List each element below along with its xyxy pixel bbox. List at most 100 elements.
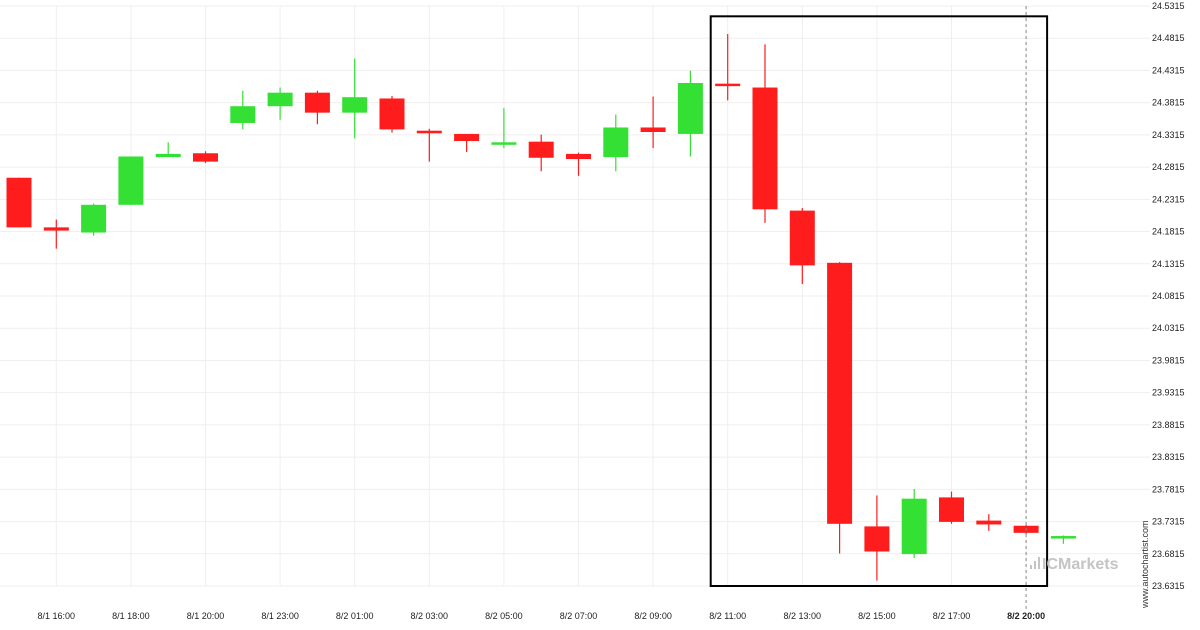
y-tick-label: 24.1315 [1152,259,1185,269]
y-tick-label: 24.3815 [1152,98,1185,108]
grid-lines [0,5,1150,587]
candle [81,203,107,236]
candle-body [118,156,144,205]
x-tick-label: 8/2 01:00 [336,611,374,621]
x-tick-label: 8/2 07:00 [560,611,598,621]
candle [230,90,256,130]
x-tick-label: 8/1 18:00 [112,611,150,621]
candle-body [566,153,591,160]
y-tick-label: 23.9815 [1152,355,1185,365]
candle-body [677,83,703,134]
x-tick-label: 8/2 17:00 [933,611,971,621]
y-tick-label: 24.4815 [1152,33,1185,43]
candle-body [901,498,927,555]
candle [1050,535,1076,544]
candle-body [304,92,330,113]
pattern-highlight-box [709,15,1049,588]
candles [6,34,1076,581]
candle [789,208,815,285]
candle [342,58,368,139]
x-axis-labels: 8/1 16:00 8/1 18:00 8/1 20:00 8/1 23:00 8/2 … [38,611,1046,621]
candle-body [416,130,442,134]
candle-body [789,210,815,266]
y-tick-label: 24.2815 [1152,162,1185,172]
y-tick-label: 23.7315 [1152,517,1185,527]
candle [304,90,330,125]
candle [43,219,69,249]
candle [566,152,591,176]
candle-body [528,141,554,158]
candle-body [379,98,405,130]
x-tick-label: 8/2 15:00 [858,611,896,621]
candle [267,87,293,120]
candle [454,133,480,152]
y-tick-label: 23.6815 [1152,549,1185,559]
candle [491,108,517,149]
candle-body [230,106,256,123]
brand-watermark: ICMarkets [1042,556,1119,573]
candle-body [155,153,181,158]
candle [752,44,778,223]
candle [715,34,741,101]
candle [603,114,629,172]
candle [416,128,442,162]
x-tick-label: 8/2 03:00 [411,611,449,621]
x-tick-label: 8/1 23:00 [261,611,299,621]
y-tick-label: 23.8315 [1152,452,1185,462]
y-axis-labels: 24.5315 24.4815 24.4315 24.3815 24.3315 24.28… [1152,1,1185,591]
candle [827,262,853,554]
candle-body [81,204,107,233]
candle-body [267,92,293,107]
y-tick-label: 24.3315 [1152,130,1185,140]
candle-body [976,520,1002,525]
candle-body [715,83,741,87]
y-tick-label: 24.0315 [1152,323,1185,333]
candle-body [640,127,666,132]
y-tick-label: 24.4315 [1152,65,1185,75]
candle-body [939,497,964,522]
candle-body [1050,536,1076,539]
y-tick-label: 23.6315 [1152,581,1185,591]
candle-body [6,177,32,228]
candle [118,156,144,205]
x-tick-label: 8/2 13:00 [784,611,822,621]
y-tick-label: 24.2315 [1152,194,1185,204]
icmarkets-logo: ICMarkets [1030,556,1119,573]
candle [528,134,554,172]
candle-body [603,127,629,158]
pattern-overlay [709,6,1049,610]
y-tick-label: 23.8815 [1152,420,1185,430]
candle [901,489,927,558]
candle [976,514,1002,531]
candle [193,151,218,163]
url-watermark: www.autochartist.com [1140,520,1150,609]
candle-body [491,142,517,145]
x-tick-label: 8/2 20:00 [1007,611,1045,621]
y-tick-label: 24.1815 [1152,227,1185,237]
candle-body [193,153,218,162]
candle-body [342,97,368,113]
candle [155,142,181,158]
x-tick-label: 8/1 20:00 [187,611,225,621]
x-tick-label: 8/2 09:00 [634,611,672,621]
candle [939,491,964,524]
candle [864,495,890,581]
x-tick-label: 8/2 05:00 [485,611,523,621]
candle-body [454,133,480,142]
y-tick-label: 24.5315 [1152,1,1185,11]
candle-body [827,262,853,524]
x-tick-label: 8/1 16:00 [38,611,76,621]
x-tick-label: 8/2 11:00 [709,611,746,621]
y-tick-label: 23.7815 [1152,484,1185,494]
candle [640,96,666,149]
y-tick-label: 24.0815 [1152,291,1185,301]
candle [677,70,703,157]
candle [379,95,405,133]
candle-body [864,526,890,552]
y-tick-label: 23.9315 [1152,388,1185,398]
candle-body [752,87,778,210]
candle-body [43,227,69,231]
candle [6,177,32,228]
watermarks: ICMarkets www.autochartist.com [1030,520,1150,609]
